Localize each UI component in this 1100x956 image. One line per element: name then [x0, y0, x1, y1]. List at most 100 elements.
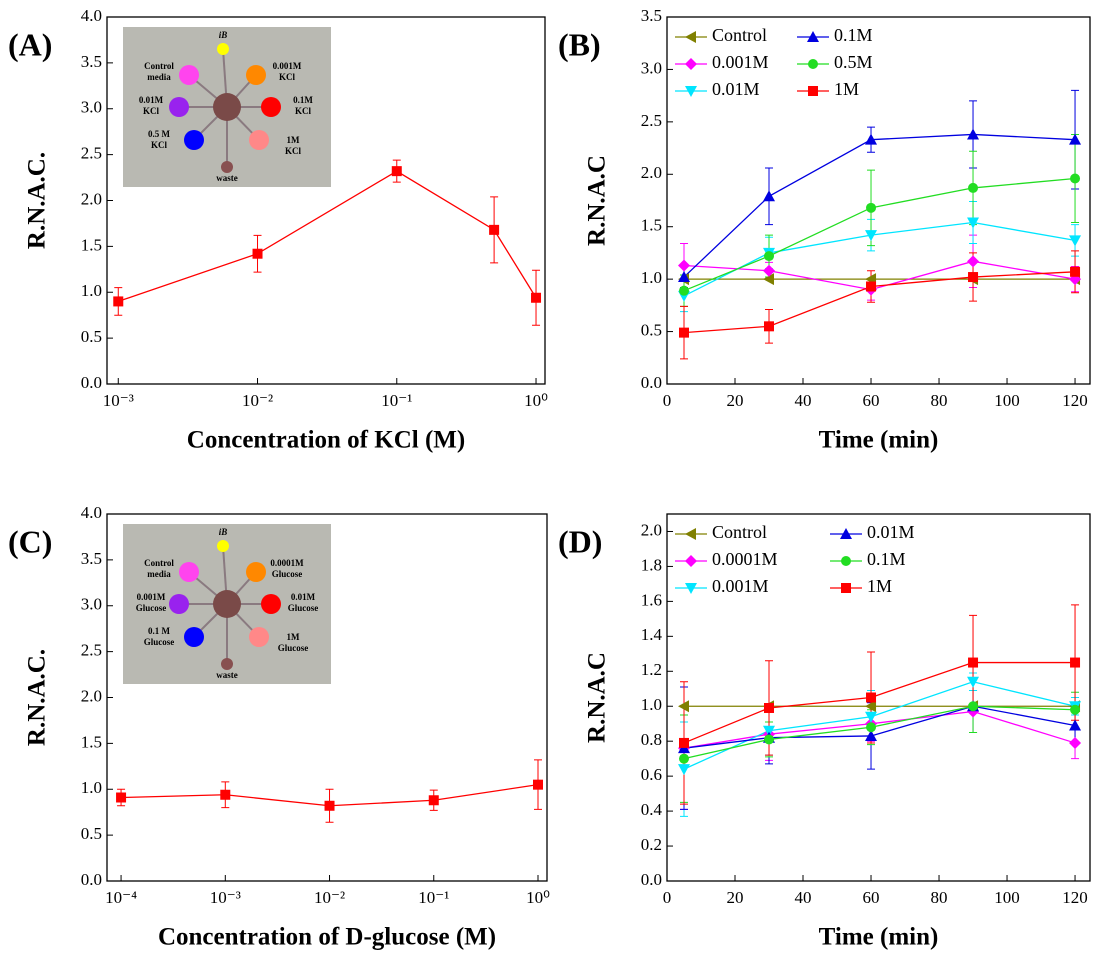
- y-tick-label: 1.0: [81, 281, 102, 300]
- inset-label: Control: [144, 61, 174, 71]
- inset-label: 0.01M: [139, 95, 164, 105]
- y-tick-label: 0.8: [641, 730, 662, 749]
- legend-marker: [685, 31, 696, 43]
- y-tick-label: 3.5: [81, 549, 102, 568]
- marker: [678, 271, 691, 283]
- x-axis-label: Concentration of D-glucose (M): [158, 924, 496, 951]
- y-axis-label: R.N.A.C.: [24, 152, 51, 249]
- marker: [489, 224, 500, 235]
- inset-well: [179, 562, 199, 582]
- marker: [763, 273, 775, 286]
- y-tick-label: 0.5: [81, 824, 102, 843]
- inset-well: [184, 627, 204, 647]
- y-tick-label: 1.0: [81, 778, 102, 797]
- inset-label: KCl: [285, 146, 302, 156]
- y-tick-label: 0.0: [81, 373, 102, 392]
- inset-well: [221, 658, 233, 670]
- x-tick-label: 40: [795, 888, 812, 907]
- panel: (D) Time (min) R.N.A.C 0.0 0.2 0.4 0.6 0.8 1.0 1.…: [558, 513, 1091, 951]
- legend-marker: [840, 528, 852, 539]
- y-tick-label: 0.0: [641, 373, 662, 392]
- marker: [116, 792, 127, 803]
- legend-label: 0.01M: [867, 522, 915, 542]
- marker: [763, 725, 776, 737]
- inset-label: 1M: [287, 632, 301, 642]
- inset-label: iB: [219, 30, 228, 40]
- x-tick-label: 80: [931, 391, 948, 410]
- inset-well: [261, 97, 281, 117]
- marker: [1070, 704, 1081, 715]
- marker: [531, 292, 542, 303]
- marker: [391, 166, 402, 177]
- marker: [679, 285, 690, 296]
- marker: [866, 202, 877, 213]
- x-tick-label: 10⁻²: [314, 888, 345, 907]
- x-axis-label: Concentration of KCl (M): [187, 427, 465, 454]
- y-axis-label: R.N.A.C: [584, 652, 611, 743]
- marker: [1070, 173, 1081, 184]
- y-tick-label: 2.0: [641, 520, 662, 539]
- y-tick-label: 1.5: [641, 216, 662, 235]
- series-line: [683, 705, 1076, 749]
- marker: [967, 255, 980, 268]
- marker: [764, 734, 775, 745]
- inset-label: 0.01M: [291, 592, 316, 602]
- legend-label: 0.01M: [712, 79, 760, 99]
- x-axis-label: Time (min): [819, 427, 939, 454]
- inset-well: [217, 540, 229, 552]
- series-line: [683, 661, 1076, 744]
- inset-well: [169, 97, 189, 117]
- panel: (A) Concentration of KCl (M) R.N.A.C. 0.0 0.…: [8, 6, 548, 454]
- x-tick-label: 60: [863, 888, 880, 907]
- inset-label: Glucose: [278, 643, 309, 653]
- y-axis-label: R.N.A.C: [584, 155, 611, 246]
- legend-marker: [685, 86, 697, 97]
- x-tick-label: 10⁻¹: [418, 888, 449, 907]
- panel-label: (B): [558, 26, 601, 62]
- marker: [678, 764, 691, 776]
- legend-marker: [685, 528, 696, 540]
- marker: [1070, 657, 1081, 668]
- series-line: [683, 221, 1076, 297]
- inset-label: waste: [216, 173, 238, 183]
- y-tick-label: 4.0: [81, 6, 102, 25]
- y-tick-label: 2.5: [641, 111, 662, 130]
- marker: [764, 702, 775, 713]
- marker: [866, 692, 877, 703]
- y-tick-label: 1.4: [641, 625, 663, 644]
- x-tick-label: 20: [727, 391, 744, 410]
- y-axis-label: R.N.A.C.: [24, 649, 51, 746]
- marker: [1069, 736, 1082, 749]
- x-tick-label: 10⁰: [526, 888, 550, 907]
- legend-label: 0.1M: [834, 25, 873, 45]
- marker: [865, 133, 878, 145]
- y-tick-label: 3.5: [641, 6, 662, 25]
- y-tick-label: 2.0: [81, 189, 102, 208]
- x-tick-label: 120: [1062, 888, 1088, 907]
- x-tick-label: 10⁻³: [210, 888, 241, 907]
- y-tick-label: 1.6: [641, 590, 662, 609]
- legend-label: 1M: [834, 79, 859, 99]
- inset-label: Control: [144, 558, 174, 568]
- y-tick-label: 0.5: [641, 320, 662, 339]
- inset-label: 0.5 M: [148, 129, 171, 139]
- marker: [967, 217, 980, 229]
- legend-label: 1M: [867, 576, 892, 596]
- marker: [865, 230, 878, 242]
- marker: [532, 779, 543, 790]
- inset-label: 0.1M: [293, 95, 313, 105]
- inset-well: [246, 562, 266, 582]
- inset-label: Glucose: [144, 637, 175, 647]
- inset-label: KCl: [295, 106, 312, 116]
- marker: [1069, 719, 1082, 731]
- inset-label: KCl: [151, 140, 168, 150]
- inset: iBControlmedia0.001MKCl0.01MKCl0.1MKCl0.…: [123, 27, 331, 187]
- marker: [252, 248, 263, 259]
- marker: [324, 800, 335, 811]
- inset-label: waste: [216, 670, 238, 680]
- marker: [865, 700, 877, 713]
- y-tick-label: 3.0: [81, 98, 102, 117]
- marker: [968, 272, 979, 283]
- y-tick-label: 1.8: [641, 555, 662, 574]
- y-tick-label: 0.0: [641, 870, 662, 889]
